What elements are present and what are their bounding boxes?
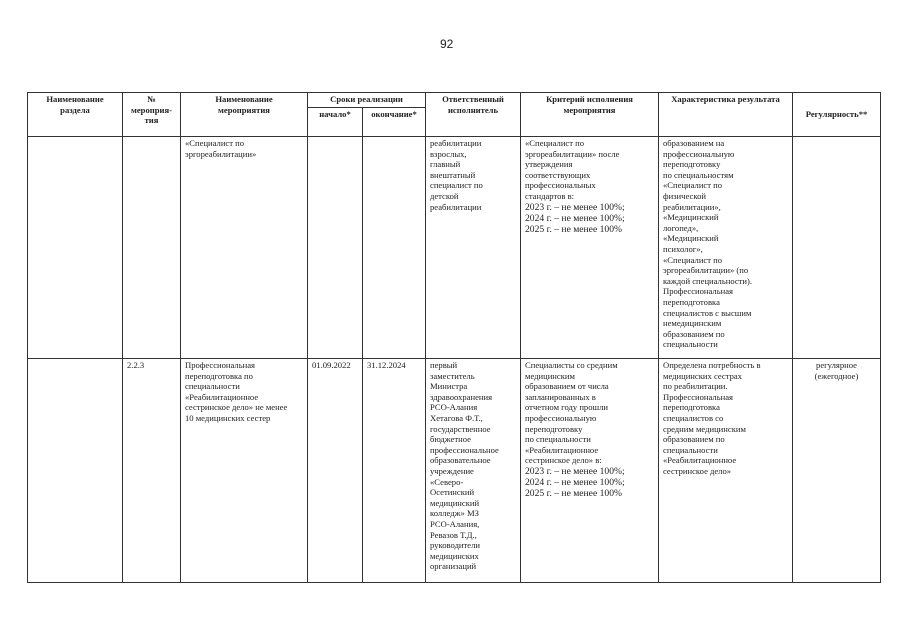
header-criterion: Критерий исполнения мероприятия — [520, 92, 659, 137]
header-event-name: Наименование мероприятия — [180, 92, 308, 137]
criterion-years: 2023 г. – не менее 100%; 2024 г. – не ме… — [525, 201, 625, 235]
cell-event: «Специалист по эргореабилитации» — [180, 136, 308, 359]
header-responsible: Ответственный исполнитель — [425, 92, 521, 137]
cell-responsible: первый заместитель Министра здравоохране… — [425, 358, 521, 583]
header-row: Наименование раздела № мероприя- тия Наи… — [27, 92, 881, 137]
cell-number: 2.2.3 — [122, 358, 181, 583]
criterion-years: 2023 г. – не менее 100%; 2024 г. – не ме… — [525, 465, 625, 500]
cell-end: 31.12.2024 — [362, 358, 426, 583]
header-result: Характеристика результата — [658, 92, 793, 137]
criterion-text: «Специалист по эргореабилитации» после у… — [525, 138, 620, 201]
cell-regularity: регулярное (ежегодное) — [792, 358, 881, 583]
cell-criterion: «Специалист по эргореабилитации» после у… — [520, 136, 659, 359]
cell-section — [27, 358, 123, 583]
cell-regularity — [792, 136, 881, 359]
cell-section — [27, 136, 123, 359]
header-regularity: Регулярность** — [792, 92, 881, 137]
cell-end — [362, 136, 426, 359]
header-start: начало* — [307, 107, 363, 137]
header-end: окончание* — [362, 107, 426, 137]
table-row: «Специалист по эргореабилитации» реабили… — [27, 136, 881, 359]
header-terms: Сроки реализации — [307, 92, 426, 108]
header-section-name: Наименование раздела — [27, 92, 123, 137]
table-row: 2.2.3 Профессиональная переподготовка по… — [27, 358, 881, 583]
cell-criterion: Специалисты со средним медицинским образ… — [520, 358, 659, 583]
cell-result: образованием на профессиональную перепод… — [658, 136, 793, 359]
cell-start: 01.09.2022 — [307, 358, 363, 583]
header-number: № мероприя- тия — [122, 92, 181, 137]
cell-number — [122, 136, 181, 359]
criterion-text: Специалисты со средним медицинским образ… — [525, 360, 618, 466]
cell-start — [307, 136, 363, 359]
cell-event: Профессиональная переподготовка по специ… — [180, 358, 308, 583]
page-number: 92 — [440, 37, 454, 51]
cell-result: Определена потребность в медицинских сес… — [658, 358, 793, 583]
events-table: Наименование раздела № мероприя- тия Наи… — [27, 92, 881, 583]
cell-responsible: реабилитации взрослых, главный внештатны… — [425, 136, 521, 359]
